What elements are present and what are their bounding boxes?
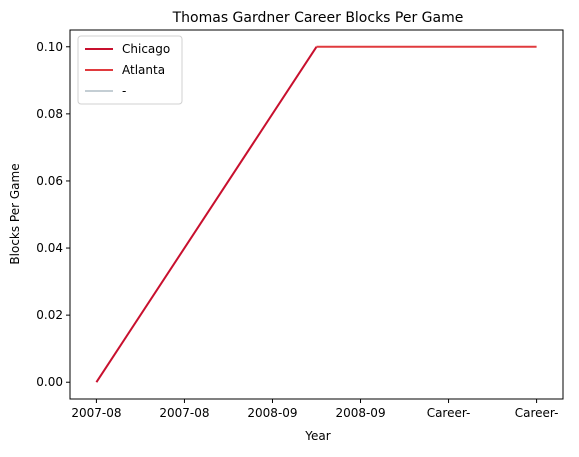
x-tick-label: 2008-09 <box>335 406 385 420</box>
chart-title: Thomas Gardner Career Blocks Per Game <box>172 10 464 26</box>
y-tick-label: 0.06 <box>36 174 63 188</box>
legend-label: Chicago <box>122 42 170 56</box>
x-axis: 2007-08 2007-08 2008-09 2008-09 Career- Caree… <box>71 399 558 420</box>
x-axis-label: Year <box>304 429 330 443</box>
y-tick-label: 0.08 <box>36 107 63 121</box>
series-line-0 <box>95 46 318 383</box>
y-tick-label: 0.04 <box>36 241 63 255</box>
y-tick-label: 0.02 <box>36 308 63 322</box>
x-tick-label: 2008-09 <box>247 406 297 420</box>
x-tick-label: Career- <box>427 406 471 420</box>
y-axis: 0.00 0.02 0.04 0.06 0.08 0.10 <box>36 40 70 389</box>
x-tick-label: 2007-08 <box>159 406 209 420</box>
y-tick-label: 0.10 <box>36 40 63 54</box>
legend-box <box>77 35 183 105</box>
series-layer <box>95 45 537 383</box>
y-axis-label: Blocks Per Game <box>8 163 22 264</box>
legend-label: Atlanta <box>122 63 165 77</box>
legend: Chicago Atlanta - <box>77 35 183 105</box>
x-tick-label: Career- <box>515 406 559 420</box>
y-tick-label: 0.00 <box>36 375 63 389</box>
legend-label: - <box>122 84 126 98</box>
x-tick-label: 2007-08 <box>71 406 121 420</box>
plot-area <box>69 29 564 400</box>
